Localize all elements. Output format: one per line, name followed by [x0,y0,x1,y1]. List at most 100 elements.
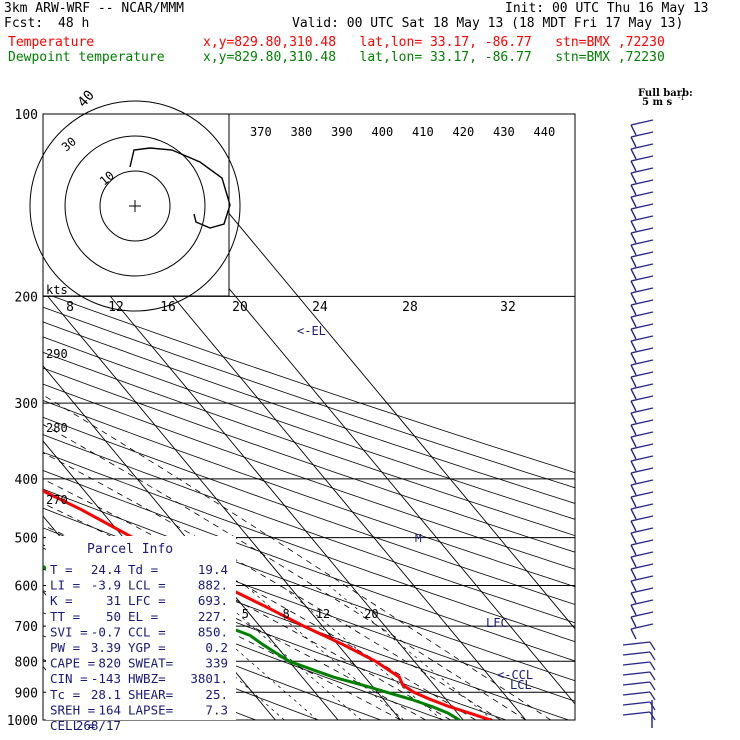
wind-barb [630,323,654,330]
wind-barb-flag [630,280,637,292]
plot-frame [42,113,576,721]
parcel-label: TT = [50,609,80,624]
parcel-value: 28.1 [91,687,121,702]
wind-barb-flag [630,196,637,208]
temperature-legend: Temperature [8,35,95,50]
wind-barb [630,143,654,150]
wind-barb-flag [630,424,637,436]
wind-barb-flag [630,208,637,220]
wind-barb [630,287,654,294]
parcel-label: LI = [50,578,80,593]
parcel-background [46,536,236,720]
dewpoint-location: x,y=829.80,310.48 lat,lon= 33.17, -86.77… [203,50,665,65]
pressure-label: 800 [15,655,38,670]
parcel-value: 0.2 [205,640,228,655]
wind-barb-flag [630,484,637,496]
parcel-value: 7.3 [205,702,228,717]
theta-label: 430 [493,125,515,139]
pressure-label: 400 [15,473,38,488]
parcel-label: LFC = [128,593,166,608]
dry-adiabat [43,451,575,643]
wind-barb [630,179,654,186]
marker-m: M [415,532,422,545]
dry-adiabat [43,351,575,537]
wind-barb [630,563,654,570]
wind-barb-flag [630,616,637,628]
dry-adiabat [43,400,575,588]
wind-barb [630,167,654,174]
init-time: Init: 00 UTC Thu 16 May 13 [505,1,709,16]
wind-barb-flag [630,184,637,196]
dry-adiabat [43,590,382,720]
isotherm-line [43,365,339,720]
wind-barb [630,551,654,558]
parcel-label: SREH = [50,702,95,717]
wind-barb-flag [630,412,637,424]
parcel-value: 3801. [190,671,228,686]
wind-barb-flag [630,532,637,544]
level-marker-label: <-EL [297,324,326,338]
wind-barb-flag [630,400,637,412]
mixing-ratio-label: 5 [242,607,249,621]
wind-barb [630,251,654,258]
theta-label: 420 [453,125,475,139]
pressure-label: 700 [15,620,38,635]
wind-barb-flag [630,220,637,232]
wind-barb [630,395,654,402]
wind-barb-flag [649,671,656,681]
speed-tick-label: 24 [312,300,328,315]
theta-label-left: 280 [46,421,68,435]
wind-barb-flag [630,364,637,376]
pressure-label: 1000 [7,714,38,729]
parcel-label: CCL = [128,624,166,639]
wind-barb [630,455,654,462]
wind-barb [630,623,654,630]
isotherm-line [145,114,575,630]
barb-legend-exponent: -1 [678,94,685,102]
wind-barb [630,347,654,354]
wind-barb [630,467,654,474]
wind-barb [630,443,654,450]
wind-barb-flag [630,268,637,280]
parcel-label: CELL = [50,718,95,733]
wind-barb-flag [630,244,637,256]
wind-barb [630,263,654,270]
wind-barb [630,119,654,126]
model-title: 3km ARW-WRF -- NCAR/MMM [4,1,185,16]
wind-barb-flag [630,628,637,640]
parcel-label: YGP = [128,640,166,655]
wind-barb [630,275,654,282]
wind-barb [630,359,654,366]
dewpoint-legend: Dewpoint temperature [8,50,165,65]
hodograph-frame [42,113,230,297]
speed-tick-label: 16 [160,300,176,315]
wind-barb [630,371,654,378]
wind-barb [630,503,654,510]
wind-barb-flag [630,232,637,244]
wind-barb [630,419,654,426]
wind-barb-flag [649,641,656,651]
wind-barb [622,651,651,656]
wind-barb [622,641,651,646]
wind-barb-flag [630,172,637,184]
wind-barb-flag [630,496,637,508]
wind-barb-flag [630,328,637,340]
wind-barb [630,407,654,414]
speed-tick-label: 32 [500,300,516,315]
wind-barb-flag [630,304,637,316]
wind-barb-flag [630,604,637,616]
wind-barb [630,431,654,438]
speed-tick-label: 12 [108,300,124,315]
wind-barb-flag [630,376,637,388]
dry-adiabat [43,336,575,520]
wind-barb-flag [630,352,637,364]
dry-adiabat [43,434,575,624]
dry-adiabat [43,416,575,605]
wind-barb-flag [630,472,637,484]
wind-barb [630,515,654,522]
hodograph-ring [64,135,206,277]
dry-adiabat [43,488,575,682]
dry-adiabat [43,292,575,474]
parcel-label: SHEAR= [128,687,173,702]
